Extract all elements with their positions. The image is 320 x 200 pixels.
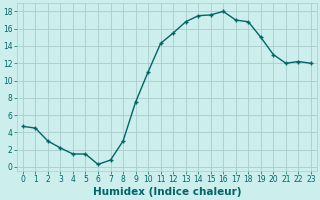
X-axis label: Humidex (Indice chaleur): Humidex (Indice chaleur) — [93, 187, 241, 197]
